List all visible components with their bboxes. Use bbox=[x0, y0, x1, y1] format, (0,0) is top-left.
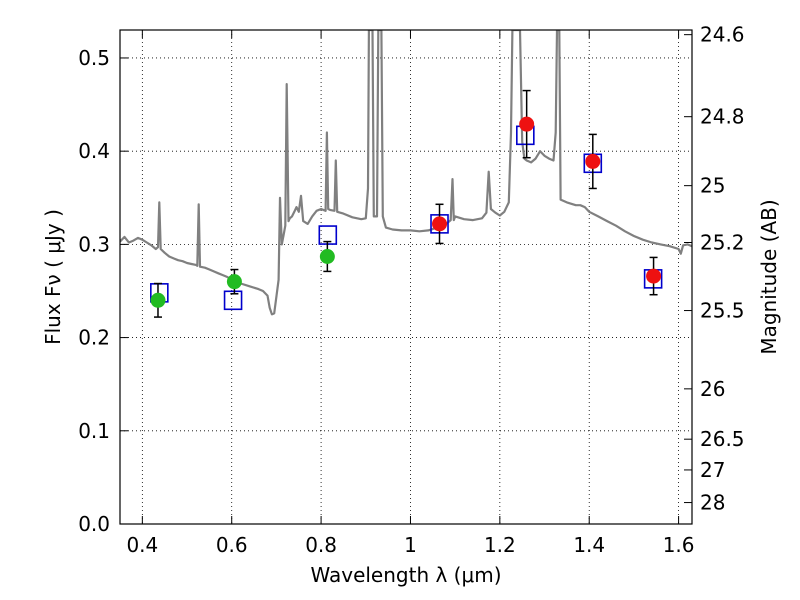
x-tick-label: 0.4 bbox=[126, 533, 158, 557]
optical-point bbox=[150, 292, 166, 308]
y-axis-title: Flux Fν ( μJy ) bbox=[41, 209, 65, 345]
nir-point bbox=[519, 116, 535, 132]
spectrum-layer bbox=[120, 30, 692, 316]
y-tick-label: 0.3 bbox=[78, 232, 110, 256]
spectrum-line bbox=[120, 30, 692, 316]
x-axis-title: Wavelength λ (μm) bbox=[310, 563, 501, 587]
right-tick-label: 28 bbox=[700, 491, 725, 515]
x-tick-label: 0.6 bbox=[216, 533, 248, 557]
right-tick-label: 24.6 bbox=[700, 23, 745, 47]
nir-point bbox=[646, 268, 662, 284]
nir-point bbox=[432, 216, 448, 232]
right-tick-label: 27 bbox=[700, 458, 725, 482]
nir-point bbox=[585, 153, 601, 169]
optical-point bbox=[319, 248, 335, 264]
axis-ticks bbox=[120, 30, 692, 525]
model-box bbox=[223, 290, 243, 311]
y-tick-label: 0.5 bbox=[78, 46, 110, 70]
y-tick-label: 0.4 bbox=[78, 139, 110, 163]
x-tick-label: 1.6 bbox=[663, 533, 695, 557]
y-tick-label: 0.1 bbox=[78, 419, 110, 443]
plot-frame bbox=[119, 29, 693, 525]
right-tick-label: 26 bbox=[700, 377, 725, 401]
y-tick-label: 0.0 bbox=[78, 512, 110, 536]
points-layer bbox=[150, 89, 662, 318]
x-tick-labels: 0.4 0.6 0.8 1 1.2 1.4 1.6 bbox=[126, 533, 694, 557]
right-axis-title: Magnitude (AB) bbox=[757, 199, 781, 354]
optical-point bbox=[226, 274, 242, 290]
right-tick-label: 25 bbox=[700, 174, 725, 198]
x-tick-label: 1 bbox=[404, 533, 417, 557]
right-tick-label: 26.5 bbox=[700, 427, 745, 451]
y-tick-labels: 0.0 0.1 0.2 0.3 0.4 0.5 bbox=[78, 46, 110, 536]
right-tick-labels: 24.6 24.8 25 25.2 25.5 26 26.5 27 28 bbox=[700, 23, 745, 515]
y-tick-label: 0.2 bbox=[78, 326, 110, 350]
x-tick-label: 1.4 bbox=[573, 533, 605, 557]
x-tick-label: 1.2 bbox=[484, 533, 516, 557]
right-tick-label: 25.2 bbox=[700, 231, 745, 255]
right-tick-label: 25.5 bbox=[700, 299, 745, 323]
right-tick-label: 24.8 bbox=[700, 105, 745, 129]
x-tick-label: 0.8 bbox=[305, 533, 337, 557]
